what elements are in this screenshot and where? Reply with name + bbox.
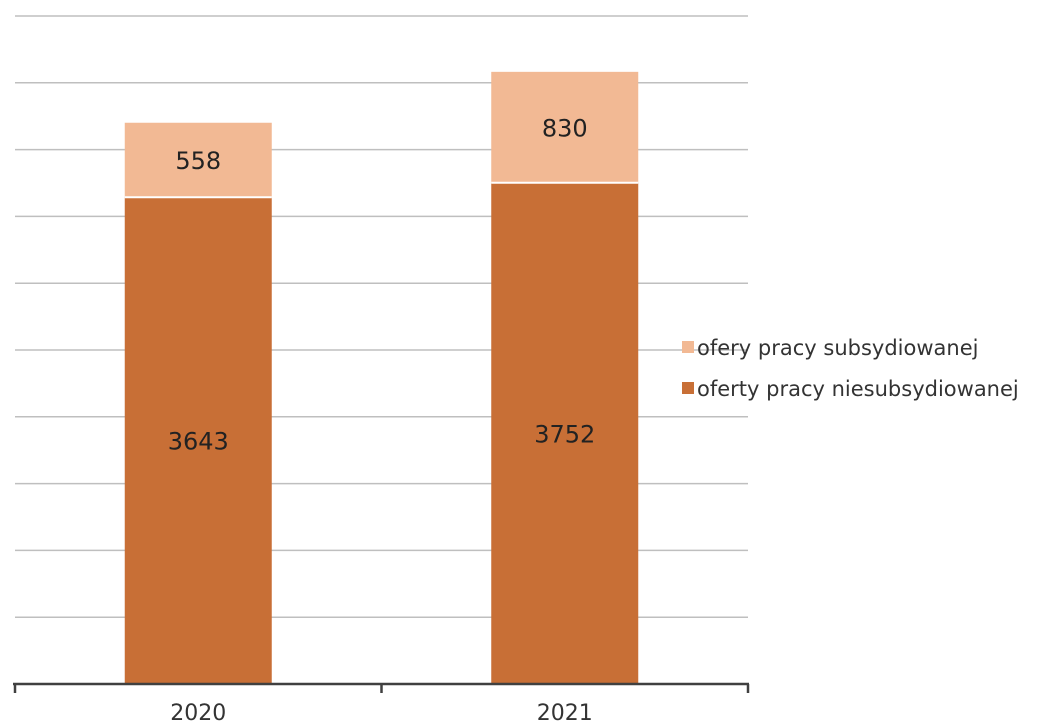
data-label: 558 — [175, 147, 221, 175]
legend-swatch — [682, 382, 694, 394]
bar-segment — [124, 197, 272, 684]
legend: ofery pracy subsydiowanej oferty pracy ni… — [682, 336, 1019, 401]
data-label: 3752 — [534, 420, 595, 448]
bars — [124, 71, 639, 685]
x-tick-label: 2020 — [170, 701, 226, 724]
data-labels: 3643 558 3752 830 — [168, 114, 596, 455]
x-axis: 2020 2021 — [13, 682, 750, 724]
x-tick-label: 2021 — [537, 701, 593, 724]
bar-segment — [491, 71, 639, 183]
legend-label: ofery pracy subsydiowanej — [697, 336, 978, 360]
legend-label: oferty pracy niesubsydiowanej — [697, 377, 1019, 401]
data-label: 3643 — [168, 428, 229, 456]
data-label: 830 — [542, 114, 588, 142]
bar-segment — [491, 182, 639, 685]
legend-swatch — [682, 341, 694, 353]
bar-segment — [124, 122, 272, 198]
